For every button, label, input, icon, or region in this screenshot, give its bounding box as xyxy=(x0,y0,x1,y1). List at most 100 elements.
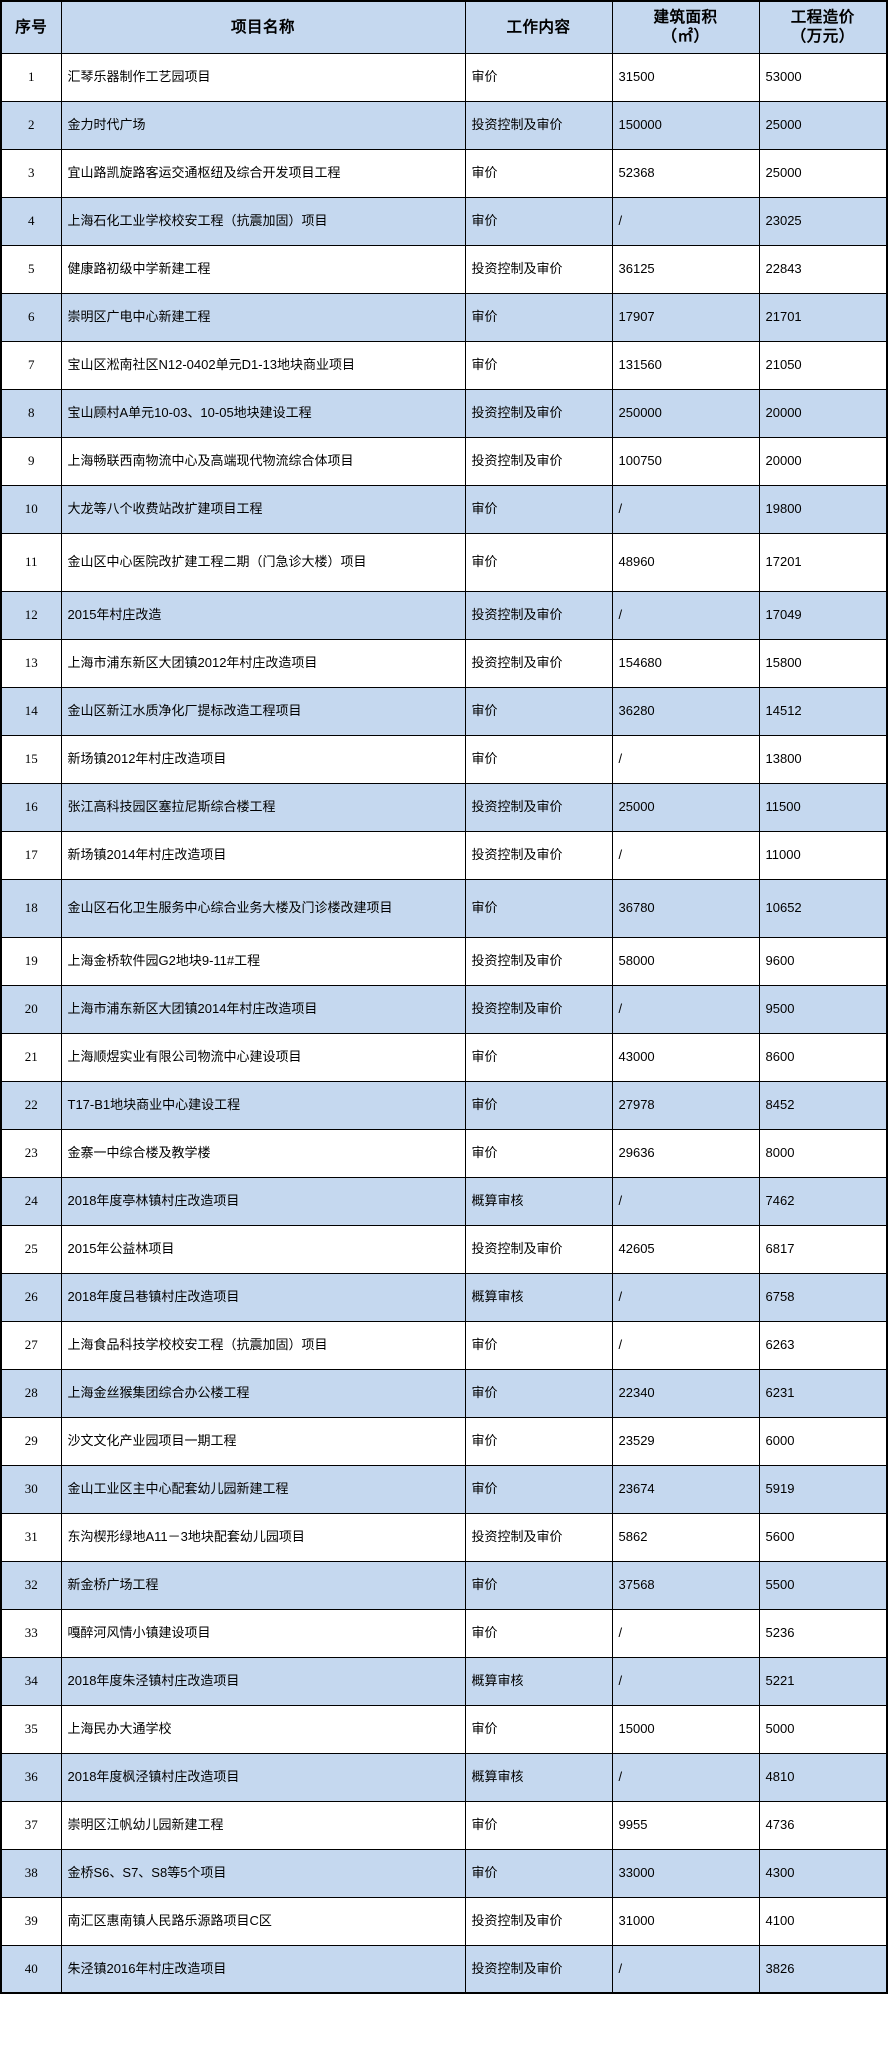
column-header-project-name-label: 项目名称 xyxy=(230,18,295,36)
cell-project-name: 新金桥广场工程 xyxy=(60,1560,466,1610)
cell-index: 1 xyxy=(0,52,62,102)
cell-index: 3 xyxy=(0,148,62,198)
cell-work-content: 投资控制及审价 xyxy=(464,1944,613,1994)
cell-index: 35 xyxy=(0,1704,62,1754)
table-row: 3 宜山路凯旋路客运交通枢纽及综合开发项目工程 审价 52368 25000 xyxy=(0,148,888,198)
cell-work-content: 审价 xyxy=(464,532,613,592)
cell-building-area: 58000 xyxy=(611,936,760,986)
column-header-building-area: 建筑面积 （㎡） xyxy=(611,0,760,54)
cell-work-content: 投资控制及审价 xyxy=(464,1224,613,1274)
cell-work-content: 审价 xyxy=(464,734,613,784)
cell-building-area: 17907 xyxy=(611,292,760,342)
table-row: 40 朱泾镇2016年村庄改造项目 投资控制及审价/3826 xyxy=(0,1944,888,1994)
cell-project-cost: 5500 xyxy=(758,1560,888,1610)
cell-work-content: 审价 xyxy=(464,1704,613,1754)
cell-building-area: 36125 xyxy=(611,244,760,294)
cell-work-content: 审价 xyxy=(464,1848,613,1898)
cell-building-area: 131560 xyxy=(611,340,760,390)
cell-project-name: 朱泾镇2016年村庄改造项目 xyxy=(60,1944,466,1994)
cell-project-cost: 6758 xyxy=(758,1272,888,1322)
cell-project-name: 健康路初级中学新建工程 xyxy=(60,244,466,294)
cell-index: 22 xyxy=(0,1080,62,1130)
cell-index: 28 xyxy=(0,1368,62,1418)
cell-project-cost: 19800 xyxy=(758,484,888,534)
cell-project-name: 2018年度吕巷镇村庄改造项目 xyxy=(60,1272,466,1322)
cell-project-name: 上海市浦东新区大团镇2012年村庄改造项目 xyxy=(60,638,466,688)
cell-building-area: 48960 xyxy=(611,532,760,592)
cell-building-area: / xyxy=(611,734,760,784)
cell-project-cost: 20000 xyxy=(758,388,888,438)
cell-building-area: 100750 xyxy=(611,436,760,486)
cell-building-area: / xyxy=(611,1752,760,1802)
cell-work-content: 投资控制及审价 xyxy=(464,638,613,688)
table-row: 15 新场镇2012年村庄改造项目 审价/13800 xyxy=(0,734,888,784)
cell-project-cost: 14512 xyxy=(758,686,888,736)
table-row: 22 T17-B1地块商业中心建设工程 审价 27978 8452 xyxy=(0,1080,888,1130)
cell-index: 39 xyxy=(0,1896,62,1946)
table-row: 21 上海顺煜实业有限公司物流中心建设项目 审价 43000 8600 xyxy=(0,1032,888,1082)
table-row: 27 上海食品科技学校校安工程（抗震加固）项目 审价/6263 xyxy=(0,1320,888,1370)
cell-project-name: 2015年村庄改造 xyxy=(60,590,466,640)
table-row: 6 崇明区广电中心新建工程 审价 17907 21701 xyxy=(0,292,888,342)
cell-work-content: 审价 xyxy=(464,878,613,938)
column-header-project-cost-label: 工程造价 xyxy=(790,9,855,26)
cell-index: 29 xyxy=(0,1416,62,1466)
table-row: 14 金山区新江水质净化厂提标改造工程项目 审价 36280 14512 xyxy=(0,686,888,736)
table-row: 18 金山区石化卫生服务中心综合业务大楼及门诊楼改建项目 审价 36780 10652 xyxy=(0,878,888,938)
project-table: 序号 项目名称 工作内容 建筑面积 （㎡） 工程造价 （万元） 1 汇琴乐器制作工… xyxy=(0,0,888,1995)
table-body: 1 汇琴乐器制作工艺园项目 审价 31500 53000 2 金力时代广场 投资控制及审价 15… xyxy=(0,52,888,1994)
cell-project-name: 宜山路凯旋路客运交通枢纽及综合开发项目工程 xyxy=(60,148,466,198)
cell-building-area: 15000 xyxy=(611,1704,760,1754)
cell-index: 21 xyxy=(0,1032,62,1082)
column-header-project-cost: 工程造价 （万元） xyxy=(758,0,888,54)
cell-building-area: 150000 xyxy=(611,100,760,150)
cell-work-content: 投资控制及审价 xyxy=(464,1896,613,1946)
cell-work-content: 审价 xyxy=(464,686,613,736)
cell-project-name: 上海顺煜实业有限公司物流中心建设项目 xyxy=(60,1032,466,1082)
cell-project-cost: 21701 xyxy=(758,292,888,342)
column-header-index-label: 序号 xyxy=(15,18,48,36)
cell-building-area: / xyxy=(611,1272,760,1322)
table-row: 36 2018年度枫泾镇村庄改造项目 概算审核/4810 xyxy=(0,1752,888,1802)
cell-building-area: 154680 xyxy=(611,638,760,688)
cell-index: 34 xyxy=(0,1656,62,1706)
cell-project-name: 新场镇2012年村庄改造项目 xyxy=(60,734,466,784)
cell-project-cost: 4736 xyxy=(758,1800,888,1850)
cell-project-name: 嘎醉河风情小镇建设项目 xyxy=(60,1608,466,1658)
table-row: 39 南汇区惠南镇人民路乐源路项目C区 投资控制及审价 31000 4100 xyxy=(0,1896,888,1946)
cell-project-cost: 21050 xyxy=(758,340,888,390)
cell-project-name: 金山工业区主中心配套幼儿园新建工程 xyxy=(60,1464,466,1514)
cell-work-content: 审价 xyxy=(464,340,613,390)
cell-building-area: 27978 xyxy=(611,1080,760,1130)
cell-project-cost: 22843 xyxy=(758,244,888,294)
cell-work-content: 审价 xyxy=(464,1320,613,1370)
cell-building-area: 42605 xyxy=(611,1224,760,1274)
table-row: 23 金寨一中综合楼及教学楼 审价 29636 8000 xyxy=(0,1128,888,1178)
cell-work-content: 投资控制及审价 xyxy=(464,436,613,486)
cell-index: 9 xyxy=(0,436,62,486)
table-row: 38 金桥S6、S7、S8等5个项目 审价 33000 4300 xyxy=(0,1848,888,1898)
cell-project-name: 金山区石化卫生服务中心综合业务大楼及门诊楼改建项目 xyxy=(60,878,466,938)
cell-work-content: 概算审核 xyxy=(464,1656,613,1706)
cell-project-cost: 4300 xyxy=(758,1848,888,1898)
cell-project-name: 2018年度枫泾镇村庄改造项目 xyxy=(60,1752,466,1802)
cell-project-name: 金山区中心医院改扩建工程二期（门急诊大楼）项目 xyxy=(60,532,466,592)
table-row: 29 沙文文化产业园项目一期工程 审价 23529 6000 xyxy=(0,1416,888,1466)
cell-project-name: 金山区新江水质净化厂提标改造工程项目 xyxy=(60,686,466,736)
cell-project-name: 上海金桥软件园G2地块9-11#工程 xyxy=(60,936,466,986)
table-row: 20 上海市浦东新区大团镇2014年村庄改造项目 投资控制及审价/9500 xyxy=(0,984,888,1034)
table-row: 16 张江高科技园区塞拉尼斯综合楼工程 投资控制及审价 25000 11500 xyxy=(0,782,888,832)
cell-work-content: 审价 xyxy=(464,196,613,246)
column-header-building-area-unit: （㎡） xyxy=(661,28,710,46)
cell-project-name: T17-B1地块商业中心建设工程 xyxy=(60,1080,466,1130)
table-row: 30 金山工业区主中心配套幼儿园新建工程 审价 23674 5919 xyxy=(0,1464,888,1514)
cell-index: 30 xyxy=(0,1464,62,1514)
cell-project-cost: 25000 xyxy=(758,100,888,150)
cell-index: 15 xyxy=(0,734,62,784)
cell-project-cost: 11500 xyxy=(758,782,888,832)
cell-index: 11 xyxy=(0,532,62,592)
cell-index: 7 xyxy=(0,340,62,390)
column-header-project-cost-unit: （万元） xyxy=(790,28,855,46)
cell-building-area: 33000 xyxy=(611,1848,760,1898)
table-row: 12 2015年村庄改造 投资控制及审价/17049 xyxy=(0,590,888,640)
